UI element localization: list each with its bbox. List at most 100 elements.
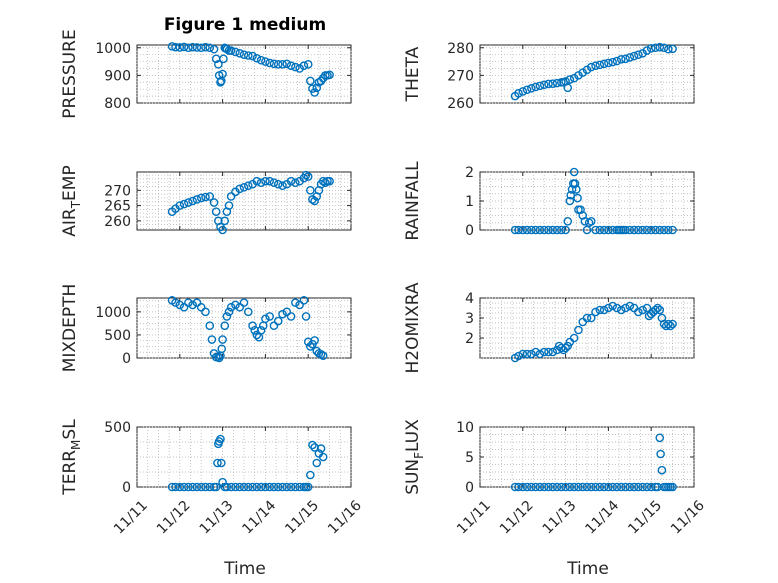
pressure-point <box>179 42 189 52</box>
theta-point <box>642 46 652 55</box>
terrmsl-ytick-label: 0 <box>122 480 131 496</box>
pressure-point <box>239 50 249 59</box>
rainfall-point <box>646 225 656 235</box>
theta-point <box>634 50 643 59</box>
terrmsl-xtick-label: 11/16 <box>325 498 365 538</box>
airtemp-point <box>192 195 202 204</box>
mixdepth-point <box>175 300 185 310</box>
terrmsl-point <box>318 452 328 462</box>
rainfall-point <box>625 225 635 235</box>
mixdepth-ylabel: MIXDEPTH <box>60 284 80 373</box>
sunflux-point <box>625 482 635 492</box>
airtemp-point <box>278 181 287 191</box>
h2omixra-point <box>586 313 596 323</box>
h2omixra-point <box>591 307 600 317</box>
pressure-point <box>265 58 274 68</box>
pressure-point <box>243 51 253 60</box>
pressure-point <box>235 48 245 58</box>
theta-point <box>591 61 600 71</box>
theta-point <box>531 82 540 92</box>
pressure-ylabel-main: PRESSURE <box>60 29 80 118</box>
mixdepth-point <box>184 298 193 307</box>
terrmsl-point <box>226 482 236 492</box>
sunflux-point <box>539 482 549 492</box>
sunflux-point <box>574 482 583 492</box>
terrmsl-point <box>252 482 262 492</box>
sunflux-ylabel-main: SUN <box>403 459 423 495</box>
theta-point <box>527 84 536 93</box>
airtemp-point <box>179 199 189 209</box>
terrmsl-xtick-label: 11/15 <box>282 498 322 538</box>
airtemp-point <box>220 216 230 226</box>
rainfall-ytick-label: 2 <box>465 165 474 181</box>
h2omixra-point <box>595 305 605 315</box>
terrmsl-ylabel-suffix: SL <box>60 419 80 440</box>
sunflux-point <box>535 482 545 492</box>
rainfall-point <box>565 196 575 206</box>
pressure-point <box>299 61 309 71</box>
subplot-pressure: 800 900 1000 PRESSURE <box>60 29 352 119</box>
terrmsl-point <box>201 482 210 492</box>
h2omixra-ytick-label: 4 <box>465 291 474 307</box>
pressure-point <box>218 69 227 79</box>
rainfall-point <box>566 190 576 200</box>
sunflux-point <box>604 482 613 492</box>
airtemp-point <box>175 201 185 210</box>
mixdepth-point <box>226 302 236 312</box>
sunflux-point <box>638 482 647 492</box>
pressure-point <box>209 44 219 54</box>
terrmsl-xtick-label: 11/14 <box>239 498 279 538</box>
terrmsl-ylabel-main: TERR <box>60 450 80 496</box>
pressure-point <box>226 46 236 55</box>
mixdepth-point <box>261 314 270 324</box>
terrmsl-point <box>248 482 257 492</box>
theta-point <box>604 58 613 68</box>
h2omixra-point <box>642 303 652 313</box>
airtemp-point <box>209 198 219 207</box>
sunflux-point <box>561 482 570 492</box>
airtemp-point <box>325 176 334 186</box>
sunflux-point <box>621 482 630 492</box>
airtemp-point <box>273 179 283 189</box>
airtemp-point <box>239 182 249 192</box>
sunflux-point <box>646 482 656 492</box>
sunflux-point <box>548 482 558 492</box>
rainfall-point <box>591 225 600 235</box>
airtemp-ylabel-sub: T <box>69 200 83 209</box>
terrmsl-point <box>243 482 253 492</box>
theta-point <box>548 79 558 88</box>
terrmsl-point <box>188 482 197 492</box>
airtemp-ylabel-suffix: EMP <box>60 165 80 201</box>
rainfall-point <box>578 211 588 220</box>
terrmsl-point <box>256 482 266 492</box>
rainfall-point <box>604 225 613 235</box>
figure-title: Figure 1 medium <box>164 15 326 35</box>
mixdepth-point <box>295 300 304 310</box>
airtemp-point <box>205 192 215 201</box>
mixdepth-point <box>318 351 328 360</box>
pressure-point <box>196 43 206 53</box>
pressure-ytick-label: 900 <box>104 68 131 84</box>
terrmsl-xtick-label: 11/12 <box>154 498 194 538</box>
terrmsl-xtick-label: 11/11 <box>111 498 151 538</box>
sunflux-point <box>668 482 677 492</box>
sunflux-point <box>616 482 626 492</box>
mixdepth-point <box>171 298 180 307</box>
subplot-mixdepth: 0 500 1000 MIXDEPTH <box>60 284 352 373</box>
theta-point <box>522 85 532 95</box>
h2omixra-point <box>514 351 523 361</box>
sunflux-xtick-label: 11/12 <box>497 498 537 538</box>
pressure-point <box>286 61 296 71</box>
rainfall-point <box>561 225 570 235</box>
terrmsl-point <box>192 482 202 492</box>
mixdepth-ytick-label: 1000 <box>95 305 131 321</box>
terrmsl-point <box>303 482 313 492</box>
terrmsl-point <box>295 482 304 492</box>
rainfall-ylabel-main: RAINFALL <box>403 161 423 241</box>
h2omixra-point <box>621 303 630 313</box>
airtemp-ytick-label: 265 <box>104 199 131 215</box>
rainfall-ytick-label: 0 <box>465 223 474 239</box>
mixdepth-point <box>286 312 296 321</box>
pressure-point <box>175 43 185 52</box>
sunflux-point <box>629 482 639 492</box>
